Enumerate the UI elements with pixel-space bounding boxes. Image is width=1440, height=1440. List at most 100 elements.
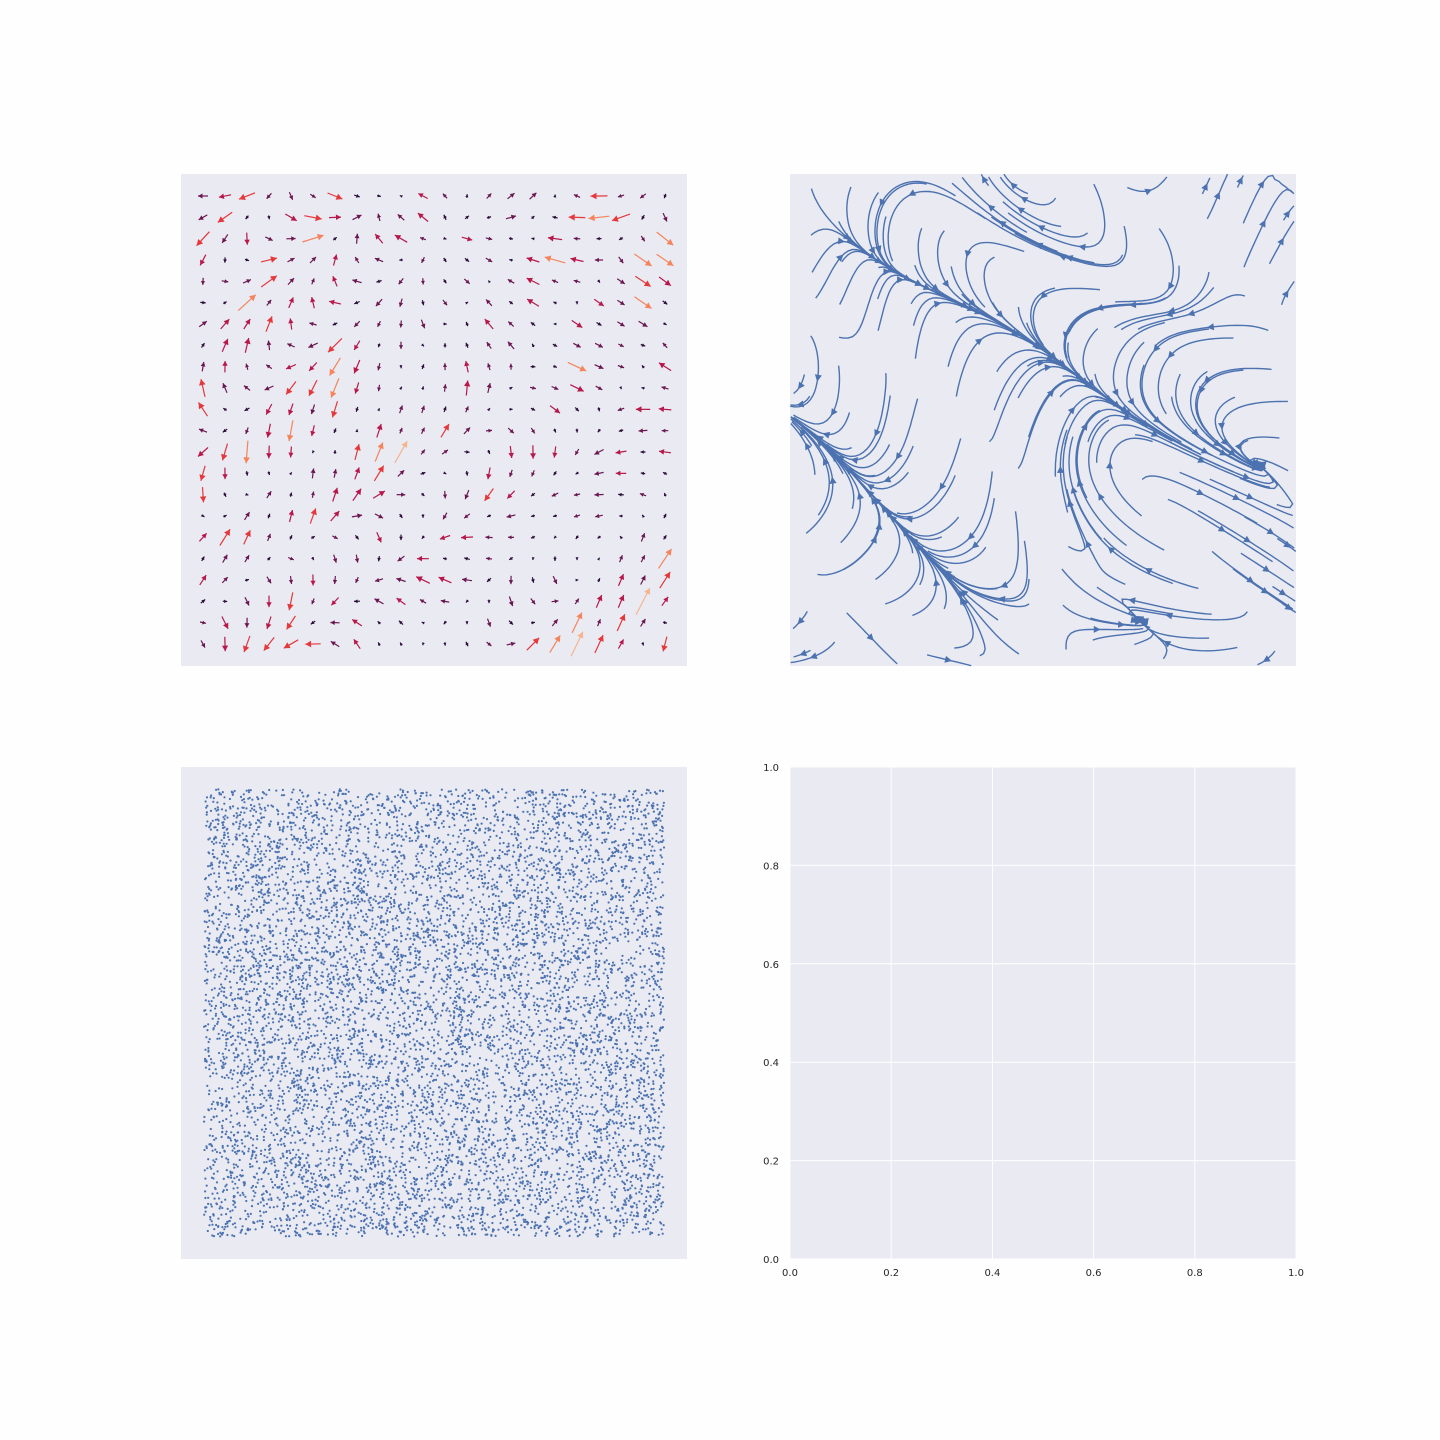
scatter-point: [208, 1224, 211, 1227]
scatter-point: [342, 945, 345, 948]
streamline-arrow: [829, 476, 837, 484]
scatter-point: [576, 851, 580, 855]
scatter-axes: [181, 767, 687, 1259]
quiver-arrow-head: [461, 534, 467, 541]
scatter-point: [605, 1219, 609, 1222]
scatter-point: [229, 1139, 233, 1142]
streamline-arrow: [967, 532, 976, 540]
scatter-point: [514, 989, 517, 993]
scatter-point: [484, 1039, 488, 1042]
scatter-point: [529, 831, 532, 834]
scatter-point: [329, 980, 332, 983]
scatter-point: [465, 1180, 468, 1183]
scatter-point: [547, 848, 551, 851]
scatter-point: [334, 1021, 337, 1024]
scatter-point: [235, 821, 238, 824]
quiver-arrow-head: [311, 536, 315, 540]
scatter-point: [621, 1206, 624, 1209]
scatter-point: [488, 1036, 491, 1039]
quiver-arrow-head: [267, 513, 271, 518]
scatter-point: [631, 1052, 634, 1056]
scatter-point: [282, 825, 285, 829]
scatter-point: [567, 950, 570, 953]
scatter-point: [299, 909, 302, 912]
scatter-point: [264, 901, 267, 904]
scatter-point: [346, 1134, 349, 1137]
quiver-arrow-head: [664, 279, 671, 286]
scatter-point: [440, 917, 443, 920]
scatter-point: [560, 1071, 563, 1074]
scatter-point: [619, 1214, 622, 1217]
scatter-point: [545, 1133, 548, 1136]
scatter-point: [594, 857, 597, 860]
scatter-point: [345, 1065, 349, 1068]
scatter-point: [322, 1130, 325, 1133]
scatter-point: [568, 927, 571, 930]
scatter-point: [440, 886, 443, 889]
scatter-point: [657, 1184, 660, 1187]
scatter-point: [649, 791, 652, 795]
scatter-point: [594, 1201, 598, 1204]
scatter-point: [249, 1165, 252, 1168]
scatter-point: [516, 919, 519, 922]
scatter-point: [335, 968, 338, 971]
quiver-arrows: [196, 191, 674, 657]
scatter-point: [366, 1108, 369, 1111]
scatter-point: [624, 855, 627, 858]
scatter-point: [636, 808, 639, 811]
scatter-point: [557, 969, 561, 972]
quiver-arrow-head: [531, 407, 536, 411]
scatter-point: [438, 1143, 441, 1146]
scatter-point: [481, 797, 484, 801]
scatter-point: [547, 1085, 550, 1089]
scatter-point: [560, 1129, 563, 1133]
streamline-arrow: [1087, 379, 1095, 387]
scatter-point: [460, 802, 463, 806]
scatter-point: [534, 918, 537, 922]
scatter-point: [450, 1083, 453, 1086]
quiver-arrow-head: [465, 321, 469, 326]
scatter-point: [468, 1102, 471, 1106]
scatter-point: [659, 1012, 662, 1015]
scatter-point: [482, 1081, 485, 1084]
streamline-arrow: [1067, 406, 1076, 415]
scatter-point: [642, 1085, 646, 1088]
scatter-point: [483, 873, 486, 876]
scatter-point: [581, 1047, 584, 1051]
scatter-point: [351, 986, 355, 989]
scatter-point: [662, 801, 666, 804]
scatter-point: [483, 841, 486, 844]
scatter-point: [447, 936, 450, 939]
scatter-point: [380, 1172, 383, 1175]
streamline-arrow: [1228, 448, 1236, 456]
scatter-point: [426, 1210, 429, 1213]
scatter-point: [453, 962, 456, 966]
scatter-point: [510, 1052, 513, 1055]
scatter-point: [453, 943, 456, 946]
scatter-point: [329, 1137, 332, 1140]
scatter-point: [216, 1037, 219, 1040]
quiver-arrow-head: [462, 577, 467, 583]
scatter-point: [558, 814, 561, 818]
scatter-point: [335, 1213, 338, 1217]
quiver-arrow-head: [443, 236, 447, 240]
scatter-point: [205, 1036, 208, 1039]
scatter-point: [345, 1232, 348, 1235]
scatter-point: [639, 965, 642, 969]
scatter-point: [223, 967, 226, 970]
scatter-point: [315, 811, 318, 814]
scatter-point: [372, 1008, 375, 1011]
scatter-point: [543, 1177, 547, 1181]
streamline-arrow: [874, 429, 881, 437]
scatter-point: [538, 1049, 541, 1053]
scatter-point: [333, 875, 336, 879]
scatter-point: [494, 1095, 497, 1098]
quiver-arrow-head: [377, 194, 381, 198]
quiver-arrow-head: [531, 216, 535, 220]
scatter-point: [642, 948, 645, 952]
quiver-arrow-head: [443, 279, 447, 284]
scatter-point: [640, 1192, 643, 1195]
scatter-point: [590, 1084, 593, 1087]
scatter-point: [485, 1058, 488, 1061]
scatter-point: [612, 961, 615, 964]
